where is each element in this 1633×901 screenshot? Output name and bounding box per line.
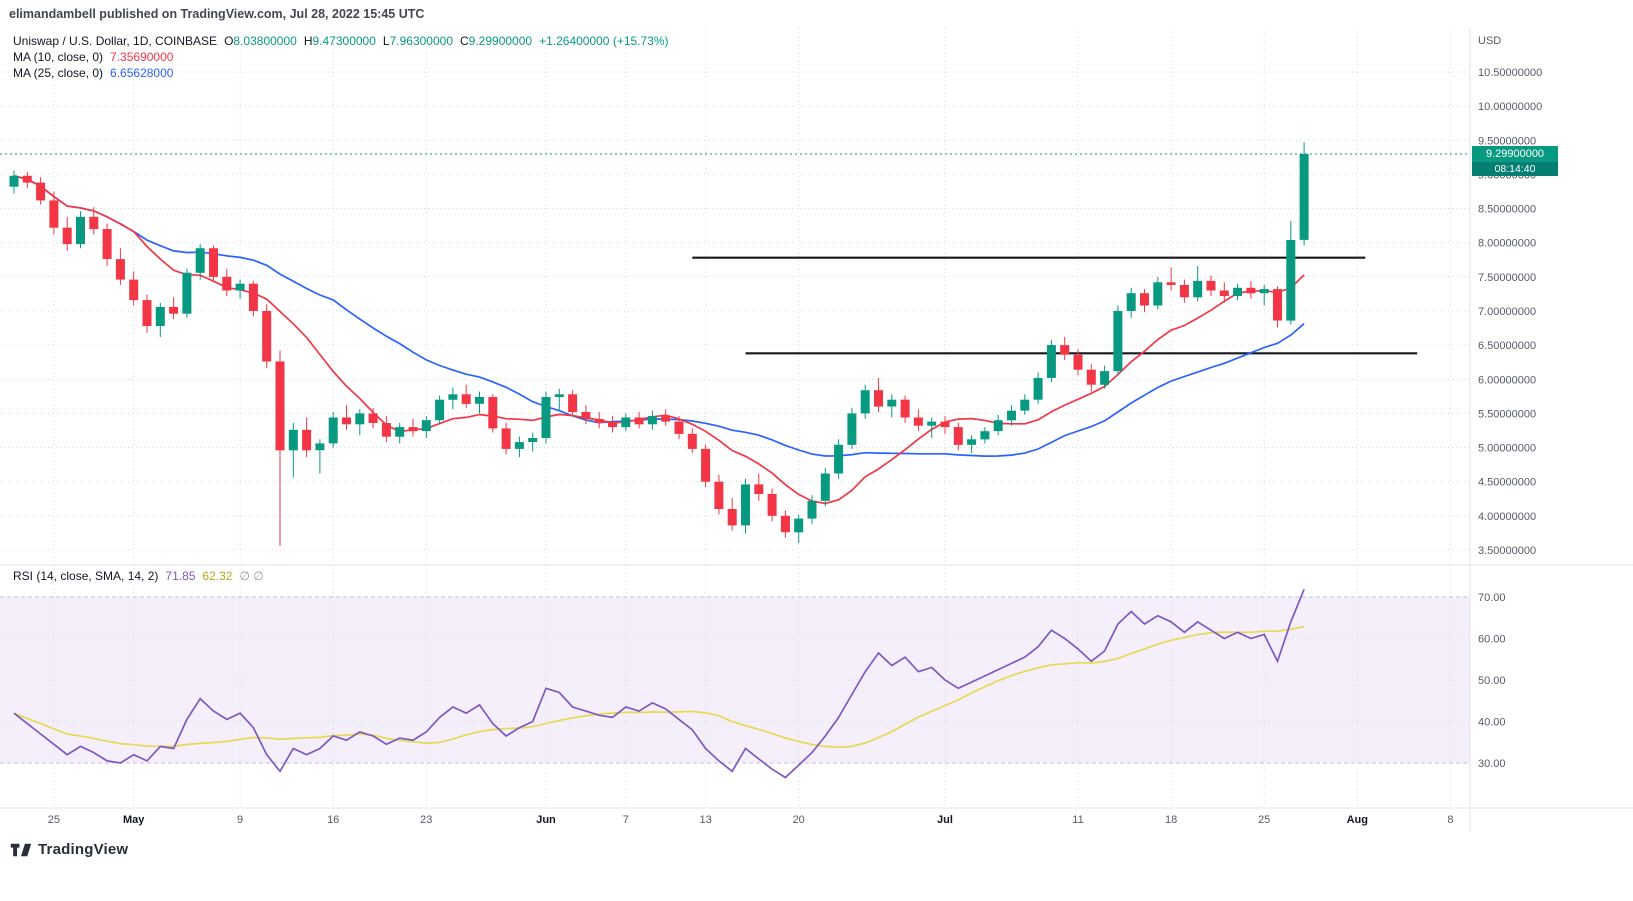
rsi-sma-value: 62.32 bbox=[202, 569, 233, 583]
svg-text:6.00000000: 6.00000000 bbox=[1478, 374, 1536, 386]
svg-text:8.50000000: 8.50000000 bbox=[1478, 204, 1536, 216]
ma10-label: MA (10, close, 0) bbox=[13, 50, 104, 64]
svg-text:18: 18 bbox=[1165, 814, 1177, 826]
svg-text:40.00: 40.00 bbox=[1478, 717, 1506, 729]
low-value: 7.96300000 bbox=[389, 34, 453, 48]
last-price-badge: 9.29900000 08:14:40 bbox=[1472, 146, 1558, 176]
svg-text:6.50000000: 6.50000000 bbox=[1478, 340, 1536, 352]
svg-text:8.00000000: 8.00000000 bbox=[1478, 238, 1536, 250]
svg-text:10.50000000: 10.50000000 bbox=[1478, 67, 1542, 79]
svg-text:5.00000000: 5.00000000 bbox=[1478, 443, 1536, 455]
svg-text:9: 9 bbox=[237, 814, 243, 826]
tradingview-wordmark: TradingView bbox=[38, 841, 129, 858]
svg-text:4.00000000: 4.00000000 bbox=[1478, 511, 1536, 523]
attribution-bar: elimandambell published on TradingView.c… bbox=[0, 0, 1633, 28]
svg-text:23: 23 bbox=[420, 814, 432, 826]
change-value: +1.26400000 (+15.73%) bbox=[539, 34, 669, 48]
open-value: 8.03800000 bbox=[233, 34, 297, 48]
low-label: L bbox=[382, 34, 390, 48]
high-label: H bbox=[303, 34, 313, 48]
rsi-value: 71.85 bbox=[165, 569, 196, 583]
open-label: O bbox=[224, 34, 234, 48]
tradingview-logo-icon bbox=[10, 842, 32, 858]
svg-text:7: 7 bbox=[623, 814, 629, 826]
ma10-value: 7.35690000 bbox=[110, 50, 174, 64]
svg-text:5.50000000: 5.50000000 bbox=[1478, 408, 1536, 420]
main-chart-legend: Uniswap / U.S. Dollar, 1D, COINBASE O8.03… bbox=[13, 33, 669, 81]
close-value: 9.29900000 bbox=[468, 34, 533, 48]
svg-text:25: 25 bbox=[48, 814, 60, 826]
svg-text:60.00: 60.00 bbox=[1478, 634, 1506, 646]
svg-text:11: 11 bbox=[1072, 814, 1083, 826]
svg-text:50.00: 50.00 bbox=[1478, 675, 1506, 687]
symbol-title[interactable]: Uniswap / U.S. Dollar, 1D, COINBASE bbox=[13, 34, 218, 48]
symbol-row: Uniswap / U.S. Dollar, 1D, COINBASE O8.03… bbox=[13, 33, 669, 49]
svg-text:8: 8 bbox=[1447, 814, 1453, 826]
svg-text:9.50000000: 9.50000000 bbox=[1478, 135, 1536, 147]
bar-countdown: 08:14:40 bbox=[1472, 162, 1558, 176]
svg-text:4.50000000: 4.50000000 bbox=[1478, 477, 1536, 489]
svg-text:USD: USD bbox=[1478, 35, 1501, 47]
rsi-hidden-bands: ∅ ∅ bbox=[239, 569, 264, 583]
svg-text:30.00: 30.00 bbox=[1478, 758, 1506, 770]
svg-text:Jun: Jun bbox=[536, 814, 556, 826]
svg-text:3.50000000: 3.50000000 bbox=[1478, 545, 1536, 557]
svg-text:13: 13 bbox=[699, 814, 711, 826]
ma25-label: MA (25, close, 0) bbox=[13, 66, 104, 80]
close-label: C bbox=[460, 34, 469, 48]
svg-text:10.00000000: 10.00000000 bbox=[1478, 101, 1542, 113]
attribution-text: elimandambell published on TradingView.c… bbox=[9, 7, 425, 21]
ma25-value: 6.65628000 bbox=[110, 66, 174, 80]
svg-text:20: 20 bbox=[793, 814, 805, 826]
svg-text:25: 25 bbox=[1258, 814, 1270, 826]
ma10-legend-row[interactable]: MA (10, close, 0) 7.35690000 bbox=[13, 49, 669, 65]
rsi-legend[interactable]: RSI (14, close, SMA, 14, 2) 71.85 62.32 ∅ ∅ bbox=[13, 569, 264, 583]
ma25-legend-row[interactable]: MA (25, close, 0) 6.65628000 bbox=[13, 65, 669, 81]
svg-text:7.50000000: 7.50000000 bbox=[1478, 272, 1536, 284]
svg-text:Jul: Jul bbox=[937, 814, 953, 826]
svg-text:16: 16 bbox=[327, 814, 339, 826]
svg-text:Aug: Aug bbox=[1347, 814, 1368, 826]
last-price-value: 9.29900000 bbox=[1472, 146, 1558, 162]
tradingview-branding[interactable]: TradingView bbox=[10, 841, 128, 858]
svg-text:7.00000000: 7.00000000 bbox=[1478, 306, 1536, 318]
svg-text:70.00: 70.00 bbox=[1478, 592, 1506, 604]
rsi-label: RSI (14, close, SMA, 14, 2) bbox=[13, 569, 159, 583]
high-value: 9.47300000 bbox=[312, 34, 376, 48]
svg-text:May: May bbox=[123, 814, 145, 826]
